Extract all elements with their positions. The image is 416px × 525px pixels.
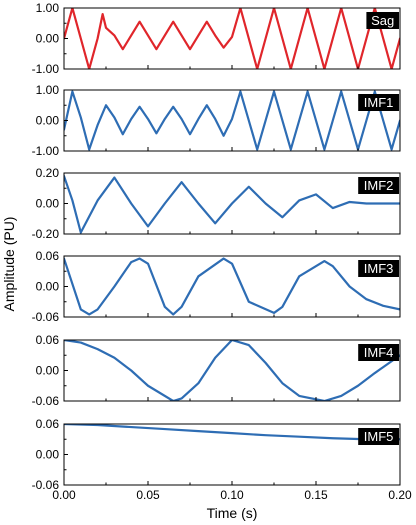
y-tick-label: 0.06: [36, 249, 60, 263]
y-tick-label: 0.20: [36, 166, 60, 180]
series-line-imf5: [64, 424, 400, 441]
panel-label: Sag: [371, 13, 394, 28]
x-tick-label: 0.20: [388, 488, 412, 502]
y-tick-label: 0.00: [36, 197, 60, 211]
panel-sag: -1.00 0.00 1.00 Sag: [32, 1, 401, 76]
panel-label: IMF5: [364, 429, 394, 444]
shared-y-axis-label: Amplitude (PU): [1, 217, 17, 312]
panel-label: IMF1: [364, 95, 394, 110]
y-tick-label: -0.06: [32, 394, 60, 408]
x-tick-label: 0.10: [220, 488, 244, 502]
panel-label-box: [358, 260, 399, 277]
series-line-sag: [64, 8, 400, 69]
y-tick-label: 0.00: [36, 114, 60, 128]
y-tick-label: 0.00: [36, 32, 60, 46]
panel-label: IMF4: [364, 345, 394, 360]
y-tick-label: 0.06: [36, 417, 60, 431]
panel-imf1: -1.00 0.00 1.00 IMF1: [32, 83, 401, 158]
x-tick-label: 0.15: [304, 488, 328, 502]
x-tick-label: 0.00: [52, 488, 76, 502]
panel-imf4: -0.06 0.00 0.06 IMF4: [32, 333, 401, 408]
panel-label-box: [358, 94, 399, 111]
y-tick-label: -0.20: [32, 227, 60, 241]
panel-imf3: -0.06 0.00 0.06 IMF3: [32, 249, 401, 324]
y-tick-label: -0.06: [32, 478, 60, 492]
x-tick-label: 0.05: [136, 488, 160, 502]
panel-imf2: -0.20 0.00 0.20 IMF2: [32, 166, 401, 241]
series-line-imf3: [64, 257, 400, 316]
panel-label-box: [358, 177, 399, 194]
y-tick-label: 0.00: [36, 364, 60, 378]
panel-label-box: [358, 344, 399, 361]
y-tick-label: -1.00: [32, 144, 60, 158]
panel-label-box: [358, 428, 399, 445]
y-tick-label: -0.06: [32, 310, 60, 324]
panel-label: IMF2: [364, 178, 394, 193]
series-line-imf4: [64, 340, 400, 401]
panel-label: IMF3: [364, 261, 394, 276]
panel-label-box: [366, 12, 399, 29]
y-tick-label: 1.00: [36, 83, 60, 97]
y-tick-label: 0.00: [36, 280, 60, 294]
shared-x-axis-label: Time (s): [207, 505, 258, 521]
series-line-imf1: [64, 90, 400, 151]
panels-layer: -1.00 0.00 1.00 Sag -1.00 0.00 1.00 IMF1 -0.20 0.…: [32, 1, 412, 502]
y-tick-label: 1.00: [36, 1, 60, 15]
y-tick-label: 0.06: [36, 333, 60, 347]
series-line-imf2: [64, 174, 400, 234]
y-tick-label: -1.00: [32, 62, 60, 76]
y-tick-label: 0.00: [36, 448, 60, 462]
